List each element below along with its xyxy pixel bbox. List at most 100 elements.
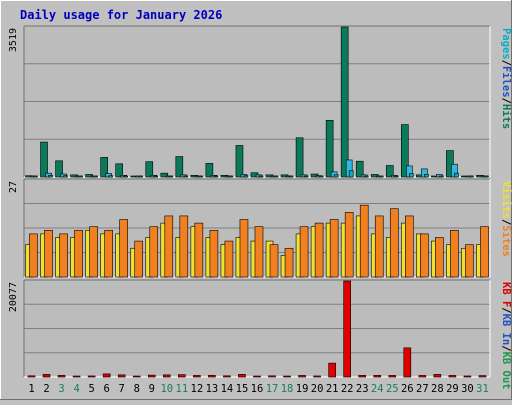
- day-label-16: 16: [251, 383, 264, 395]
- pages-bar: [108, 175, 113, 178]
- sites-bar: [239, 219, 249, 278]
- kbf-bar: [87, 375, 96, 378]
- day-label-31: 31: [476, 383, 489, 395]
- sites-bar: [329, 219, 339, 278]
- day-label-24: 24: [371, 383, 384, 395]
- pages-bar: [469, 175, 474, 178]
- pages-bar: [183, 175, 189, 178]
- day-label-23: 23: [356, 383, 369, 395]
- kbf-bar: [147, 374, 156, 378]
- hits-bar: [115, 163, 123, 178]
- sites-bar: [374, 215, 384, 278]
- kbf-bar: [403, 347, 412, 378]
- hits-bar: [175, 156, 184, 178]
- pages-bar: [273, 175, 279, 178]
- legend-0: Pages/Files/Hits: [500, 28, 512, 129]
- day-label-28: 28: [431, 383, 444, 395]
- pages-bar: [168, 175, 174, 178]
- legend-2: KB F/KB In/KB Out: [500, 282, 512, 390]
- day-label-5: 5: [88, 383, 94, 395]
- sites-bar: [104, 229, 113, 278]
- day-label-9: 9: [149, 383, 155, 395]
- day-label-1: 1: [28, 383, 34, 395]
- hits-bar: [355, 160, 364, 178]
- legend-entry: /: [500, 98, 512, 104]
- sites-bar: [314, 222, 324, 278]
- pages-bar: [409, 173, 414, 178]
- day-label-21: 21: [326, 383, 339, 395]
- pages-bar: [439, 175, 444, 178]
- kbf-bar: [433, 374, 442, 378]
- day-label-12: 12: [191, 383, 204, 395]
- day-label-17: 17: [266, 383, 279, 395]
- day-label-19: 19: [296, 383, 309, 395]
- day-label-14: 14: [221, 383, 234, 395]
- pages-bar: [378, 175, 384, 178]
- pages-bar: [363, 175, 369, 178]
- day-label-13: 13: [206, 383, 219, 395]
- sites-bar: [149, 226, 159, 278]
- kbf-bar: [223, 375, 231, 378]
- day-label-2: 2: [43, 383, 49, 395]
- pages-bar: [198, 175, 204, 178]
- pages-bar: [33, 175, 38, 178]
- hits-bar: [145, 161, 154, 178]
- legend-entry: Sites: [500, 225, 512, 257]
- pages-bar: [153, 175, 159, 178]
- hits-bar: [160, 172, 169, 178]
- pages-bar: [228, 175, 234, 178]
- sites-bar: [269, 244, 279, 278]
- kbf-bar: [193, 375, 201, 378]
- hits-bar: [295, 137, 304, 178]
- kbf-bar: [117, 374, 126, 378]
- sites-bar: [209, 229, 219, 278]
- y-max-label-1: 27: [8, 181, 19, 193]
- kbf-bar: [27, 375, 36, 378]
- y-max-label-2: 20077: [8, 282, 19, 312]
- kbf-bar: [448, 375, 457, 378]
- kbf-bar: [132, 375, 141, 378]
- legend-entry: Visits: [500, 181, 512, 219]
- kbf-bar: [313, 375, 321, 378]
- hits-bar: [205, 163, 214, 178]
- kbf-bar: [57, 375, 66, 378]
- sites-bar: [480, 226, 489, 278]
- day-label-29: 29: [446, 383, 459, 395]
- kbf-bar: [358, 375, 367, 378]
- day-label-22: 22: [341, 383, 354, 395]
- sites-bar: [389, 208, 399, 278]
- sites-bar: [119, 219, 128, 278]
- pages-bar: [288, 175, 294, 178]
- sites-bar: [465, 244, 474, 278]
- sites-bar: [89, 226, 98, 278]
- kbf-bar: [253, 375, 261, 378]
- pages-bar: [138, 175, 144, 178]
- sites-bar: [450, 229, 459, 278]
- legend-entry: /: [500, 307, 512, 313]
- kbf-bar: [478, 375, 487, 378]
- pages-bar: [243, 175, 249, 178]
- sites-bar: [44, 229, 53, 278]
- kbf-bar: [373, 375, 382, 378]
- day-label-25: 25: [386, 383, 399, 395]
- legend-entry: /: [500, 219, 512, 225]
- legend-entry: KB In: [500, 314, 512, 346]
- day-label-15: 15: [236, 383, 249, 395]
- pages-bar: [348, 170, 354, 178]
- day-label-7: 7: [119, 383, 125, 395]
- kbf-bar: [102, 373, 111, 378]
- sites-bar: [59, 233, 68, 278]
- kbf-bar: [283, 375, 291, 378]
- hits-bar: [401, 124, 409, 178]
- pages-bar: [63, 175, 68, 178]
- hits-bar: [100, 157, 108, 178]
- legend-entry: Hits: [500, 104, 512, 129]
- hits-bar: [325, 120, 334, 178]
- day-label-11: 11: [176, 383, 189, 395]
- legend-entry: Pages: [500, 28, 512, 60]
- pages-bar: [393, 175, 399, 178]
- y-max-label-0: 3519: [8, 28, 19, 52]
- pages-bar: [333, 174, 339, 178]
